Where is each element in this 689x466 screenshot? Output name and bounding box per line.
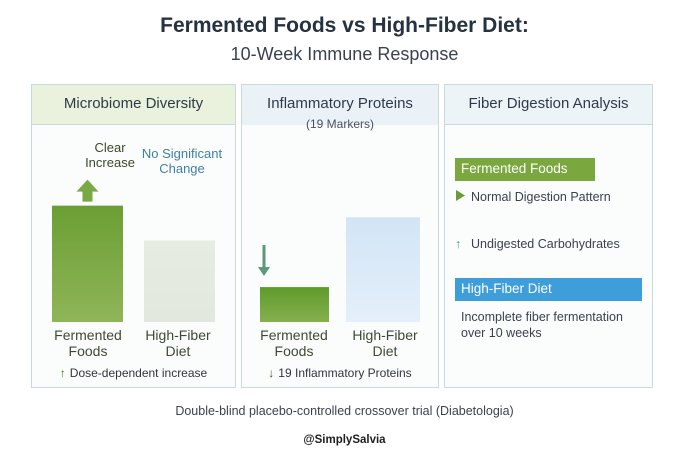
category-label-fermented: Fermented Foods bbox=[260, 327, 328, 359]
category-label-fiber: High-Fiber Diet bbox=[352, 327, 418, 359]
arrow-up-icon: ↑ bbox=[455, 237, 462, 251]
study-caption: Double-blind placebo-controlled crossove… bbox=[175, 404, 514, 418]
inflammatory-proteins-panel: Inflammatory Proteins (19 Markers) Ferme… bbox=[241, 84, 439, 388]
bar-high-fiber-diet bbox=[346, 217, 420, 322]
panel-title-microbiome: Microbiome Diversity bbox=[32, 85, 235, 125]
fiber-digestion-panel: Fiber Digestion Analysis Fermented Foods… bbox=[444, 84, 653, 388]
category-label-fiber: High-Fiber Diet bbox=[145, 327, 211, 359]
panel-subtitle-markers: (19 Markers) bbox=[305, 117, 374, 131]
bar-fermented-foods bbox=[52, 205, 123, 322]
inflammatory-chart bbox=[258, 217, 420, 322]
arrow-down-icon: ↓ bbox=[268, 366, 275, 380]
annotation-no-change: No Significant Change bbox=[141, 146, 223, 176]
high-fiber-diet-tag: High-Fiber Diet bbox=[455, 278, 642, 301]
arrow-up-icon: ↑ bbox=[59, 366, 66, 380]
category-label-fermented: Fermented Foods bbox=[54, 327, 122, 359]
chart-subtitle: 10-Week Immune Response bbox=[230, 44, 459, 64]
microbiome-chart bbox=[52, 179, 215, 322]
microbiome-note: ↑ Dose-dependent increase bbox=[59, 366, 208, 380]
panel-title-fiber-digestion: Fiber Digestion Analysis bbox=[445, 85, 652, 125]
decrease-arrowhead-icon bbox=[258, 267, 270, 276]
chart-title: Fermented Foods vs High-Fiber Diet: bbox=[160, 14, 529, 37]
play-triangle-icon bbox=[455, 190, 467, 204]
fermented-foods-tag: Fermented Foods bbox=[455, 158, 595, 181]
fiber-fermentation-note: Incomplete fiber fermentation over 10 we… bbox=[461, 310, 623, 340]
normal-digestion-row: Normal Digestion Pattern bbox=[455, 190, 611, 204]
bar-fermented-foods bbox=[260, 287, 329, 322]
microbiome-diversity-panel: Microbiome Diversity Clear Increase No S… bbox=[31, 84, 236, 388]
panel-title-inflammatory: Inflammatory Proteins bbox=[242, 85, 438, 125]
annotation-clear-increase: Clear Increase bbox=[85, 140, 135, 170]
increase-arrow-icon bbox=[76, 179, 99, 202]
inflammatory-note: ↓ 19 Inflammatory Proteins bbox=[268, 366, 412, 380]
bar-high-fiber-diet bbox=[144, 240, 215, 322]
author-handle: @SimplySalvia bbox=[303, 434, 386, 446]
undigested-carbs-row: ↑ Undigested Carbohydrates bbox=[455, 237, 620, 251]
